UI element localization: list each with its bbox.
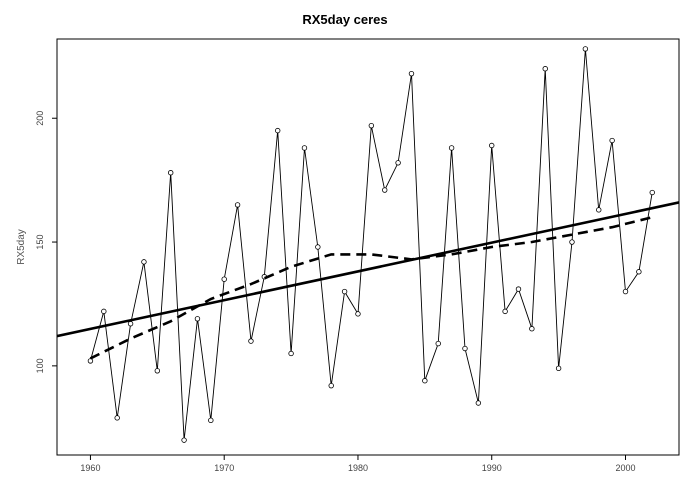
data-point [127,321,134,327]
data-point [194,316,201,322]
data-point [275,127,281,134]
data-point [515,286,522,292]
data-point [154,368,161,374]
data-point [87,358,94,364]
plot-frame [56,38,680,456]
data-point [341,288,348,295]
data-point [435,340,441,347]
x-tick-label: 1970 [214,463,234,473]
data-point [248,338,254,344]
data-point [529,326,535,332]
data-point [141,259,147,265]
data-point [382,187,388,193]
data-point [328,382,334,389]
x-tick-label: 1960 [80,463,100,473]
data-point [502,308,508,315]
y-tick-label: 150 [35,235,45,250]
axes-layer: 1960 1970 1980 1990 2000 100 150 200 [35,111,636,473]
data-point [395,160,401,166]
data-point [301,145,308,151]
data-point [462,345,468,352]
data-point [609,137,615,144]
x-tick-label: 1990 [482,463,502,473]
data-point [167,170,174,176]
data-point [489,142,495,149]
data-point [315,244,321,250]
data-point [234,202,241,208]
series-layer [57,46,679,443]
x-tick-label: 1980 [348,463,368,473]
data-point [422,378,428,384]
data-point [569,239,575,245]
data-point [555,365,562,372]
data-point [208,417,214,424]
data-point [101,308,107,315]
chart-title: RX5day ceres [302,12,387,27]
data-point [636,269,642,275]
data-point [288,350,294,357]
y-tick-label: 100 [35,358,45,373]
data-point [475,400,482,406]
data-point [649,189,655,196]
data-point [114,415,120,421]
x-tick-label: 2000 [615,463,635,473]
data-point [355,311,361,317]
data-point [622,288,629,295]
data-point [368,122,375,129]
data-point [596,207,602,213]
data-point [582,46,589,52]
smoothed-line [89,216,653,360]
y-tick-label: 200 [35,111,45,126]
data-point [221,276,227,282]
data-point [408,70,415,77]
y-axis-label: RX5day [16,229,27,265]
series-line-annual [89,48,653,441]
trend-line [57,201,679,338]
data-point [181,437,187,443]
data-point [448,145,455,151]
data-point [542,66,548,72]
